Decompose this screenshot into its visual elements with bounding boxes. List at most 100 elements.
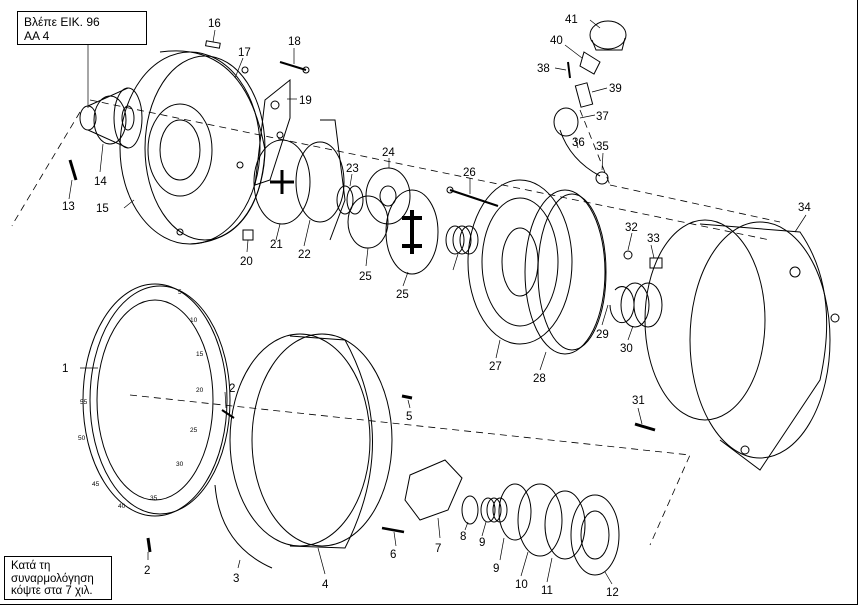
dial-number: 10 bbox=[190, 317, 198, 324]
callout-labels: 1 2 2 3 4 5 6 7 8 9 9 10 11 12 13 14 15 … bbox=[62, 14, 811, 599]
callout-42: 41 bbox=[565, 14, 578, 26]
part-13-cap bbox=[570, 494, 620, 576]
callout-5: 5 bbox=[406, 411, 412, 423]
callout-33: 32 bbox=[625, 222, 638, 234]
callout-32: 31 bbox=[632, 395, 645, 407]
part-22-disc bbox=[253, 139, 311, 225]
part-35-rear-housing bbox=[644, 219, 840, 471]
callout-4: 4 bbox=[322, 579, 329, 591]
dial-numbers: 5 10 15 20 25 30 35 40 45 50 55 bbox=[78, 289, 204, 510]
reference-note-box: Βλέπε ΕΙΚ. 96 ΑΑ 4 bbox=[17, 11, 147, 45]
callout-38: 37 bbox=[596, 111, 609, 123]
callout-41: 40 bbox=[550, 35, 563, 47]
assembly-note-line: συναρμολόγηση bbox=[11, 572, 94, 585]
reference-note-line: Βλέπε ΕΙΚ. 96 bbox=[24, 15, 100, 29]
callout-40: 39 bbox=[609, 83, 622, 95]
callout-35: 34 bbox=[798, 202, 811, 214]
part-19-screw bbox=[279, 61, 310, 74]
part-27-screw bbox=[446, 186, 499, 207]
part-21-screw bbox=[242, 229, 254, 241]
part-14-pin bbox=[68, 159, 78, 181]
part-16-front-housing bbox=[119, 50, 266, 245]
callout-34: 33 bbox=[647, 233, 660, 245]
dial-number: 30 bbox=[176, 461, 184, 468]
part-15-shaft-gear bbox=[79, 87, 143, 149]
part-12-coupling bbox=[544, 490, 586, 560]
part-42-cap bbox=[589, 20, 627, 51]
callout-2: 2 bbox=[229, 383, 235, 395]
dial-number: 20 bbox=[196, 387, 204, 394]
callout-36: 35 bbox=[596, 141, 609, 153]
callout-20: 19 bbox=[299, 95, 312, 107]
part-24-bushing bbox=[336, 185, 364, 215]
part-6-bolt bbox=[381, 526, 405, 534]
dial-number: 45 bbox=[92, 481, 100, 488]
callout-29: 28 bbox=[533, 373, 546, 385]
callout-13: 12 bbox=[606, 587, 619, 599]
dial-number: 15 bbox=[196, 351, 204, 358]
callout-12: 11 bbox=[541, 585, 553, 597]
part-25-plate-lower bbox=[347, 195, 389, 249]
assembly-note-line: κόψτε στα 7 χιλ. bbox=[11, 585, 93, 597]
assembly-note-box: Κατά τη συναρμολόγηση κόψτε στα 7 χιλ. bbox=[4, 556, 112, 600]
callout-8: 8 bbox=[460, 531, 466, 543]
part-33-nut bbox=[623, 250, 633, 260]
callout-9: 9 bbox=[479, 537, 485, 549]
part-8-shaft bbox=[461, 495, 479, 525]
callout-18: 17 bbox=[238, 47, 251, 59]
dial-number: 50 bbox=[78, 435, 86, 442]
part-39-screw bbox=[567, 61, 571, 79]
part-10-disc bbox=[498, 483, 532, 541]
part-34-bolt bbox=[649, 257, 663, 269]
part-26-slotted-disc bbox=[385, 189, 439, 275]
callout-25: 25 bbox=[359, 271, 372, 283]
dial-number: 5 bbox=[178, 289, 182, 296]
part-9-spring-upper bbox=[445, 225, 479, 255]
callout-24: 23 bbox=[346, 163, 359, 175]
callout-31: 30 bbox=[620, 343, 633, 355]
callout-23: 22 bbox=[298, 249, 311, 261]
dial-number: 40 bbox=[118, 503, 126, 510]
callout-22: 21 bbox=[270, 239, 283, 251]
part-32-pin bbox=[634, 422, 656, 432]
dial-number: 25 bbox=[190, 427, 198, 434]
part-38-coil bbox=[553, 107, 579, 137]
leader-lines bbox=[68, 19, 807, 585]
callout-30: 29 bbox=[596, 329, 609, 341]
callout-17: 16 bbox=[208, 18, 221, 30]
part-9-spring-lower bbox=[480, 497, 508, 523]
part-11-gear bbox=[517, 483, 563, 557]
part-20-bracket bbox=[254, 78, 291, 186]
part-36-terminal bbox=[595, 171, 609, 185]
callout-11: 10 bbox=[515, 579, 528, 591]
callout-19: 18 bbox=[288, 36, 301, 48]
part-29-ring bbox=[524, 189, 607, 355]
part-5-screw bbox=[401, 394, 413, 400]
callout-26: 25 bbox=[396, 289, 409, 301]
part-1-graduated-ring bbox=[82, 283, 231, 517]
callout-6: 6 bbox=[390, 549, 396, 561]
callout-3: 3 bbox=[233, 573, 239, 585]
callout-15: 14 bbox=[94, 176, 107, 188]
part-30-snap-ring bbox=[609, 286, 635, 324]
callout-21: 20 bbox=[240, 256, 253, 268]
callout-16: 15 bbox=[96, 203, 109, 215]
callout-2: 2 bbox=[144, 565, 150, 577]
part-2-screw-lower bbox=[146, 537, 152, 553]
callout-25: 24 bbox=[382, 147, 395, 159]
callout-39: 38 bbox=[537, 63, 550, 75]
part-28-dial-disc bbox=[467, 179, 573, 345]
part-41-socket bbox=[579, 51, 601, 75]
reference-note-line: ΑΑ 4 bbox=[24, 29, 50, 43]
callout-28: 27 bbox=[489, 361, 502, 373]
callout-14: 13 bbox=[62, 201, 75, 213]
callout-27: 26 bbox=[463, 167, 476, 179]
callout-7: 7 bbox=[435, 543, 441, 555]
dial-number: 35 bbox=[150, 495, 158, 502]
part-40-lamp bbox=[574, 82, 594, 108]
callout-1: 1 bbox=[62, 363, 68, 375]
part-23-spring-plate bbox=[295, 119, 346, 241]
dial-number: 55 bbox=[80, 399, 88, 406]
assembly-note-line: Κατά τη bbox=[11, 560, 51, 572]
